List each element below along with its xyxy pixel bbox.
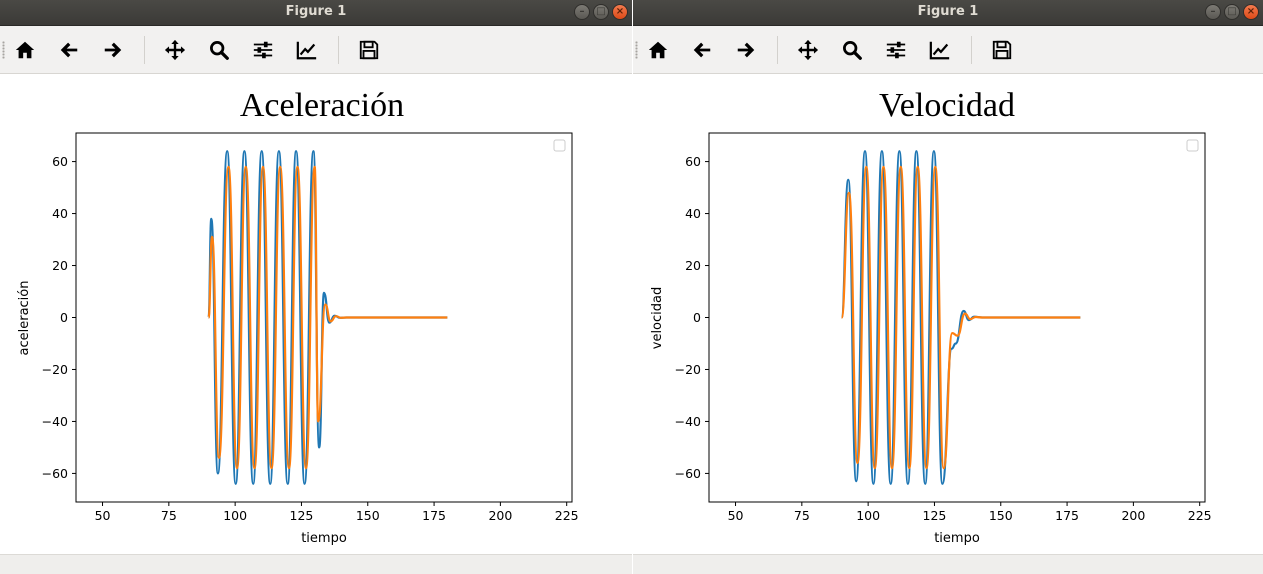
status-bar	[0, 554, 632, 574]
y-axis-label: aceleración	[17, 281, 32, 356]
y-tick-label: −20	[42, 362, 68, 377]
y-tick-label: 40	[685, 206, 701, 221]
y-tick-label: 0	[693, 310, 701, 325]
y-tick-label: 60	[685, 154, 701, 169]
configure-subplots-icon[interactable]	[250, 37, 276, 63]
maximize-button[interactable]: □	[1224, 4, 1240, 20]
x-tick-label: 225	[1188, 508, 1212, 523]
y-tick-label: −60	[675, 466, 701, 481]
plot-lines	[207, 150, 448, 485]
toolbar-separator	[971, 36, 972, 64]
series-line-1	[840, 150, 1081, 485]
x-axis-label: tiempo	[934, 531, 980, 546]
y-tick-label: 0	[60, 310, 68, 325]
configure-subplots-icon[interactable]	[883, 37, 909, 63]
title-bar[interactable]: Figure 1 – □ ×	[0, 0, 632, 26]
zoom-icon[interactable]	[206, 37, 232, 63]
plot-canvas[interactable]: Velocidad 50 75 100 125 150 175 200 225−60−40−2…	[633, 74, 1263, 555]
close-button[interactable]: ×	[612, 4, 628, 20]
zoom-icon[interactable]	[839, 37, 865, 63]
close-button[interactable]: ×	[1243, 4, 1259, 20]
y-tick-label: 60	[52, 154, 68, 169]
x-tick-label: 200	[488, 508, 512, 523]
x-tick-label: 100	[223, 508, 247, 523]
series-line-2	[840, 165, 1081, 470]
axis-ticks: 50 75 100 125 150 175 200 225 −60 −40 −20 0 20 40 60	[42, 154, 579, 523]
plot-axes	[708, 132, 1206, 503]
y-tick-label: −40	[675, 414, 701, 429]
forward-icon[interactable]	[100, 37, 126, 63]
x-tick-label: 200	[1121, 508, 1145, 523]
toolbar	[0, 26, 632, 74]
home-icon[interactable]	[12, 37, 38, 63]
figure-window-left: Figure 1 – □ × Aceleración 50 7	[0, 0, 632, 574]
legend-box	[1186, 139, 1199, 152]
back-icon[interactable]	[56, 37, 82, 63]
status-bar	[633, 554, 1263, 574]
toolbar-separator	[777, 36, 778, 64]
window-title: Figure 1	[917, 4, 979, 19]
axis-ticks: 50 75 100 125 150 175 200 225 −60 −40 −20 0 20 40 60	[675, 154, 1212, 523]
pan-icon[interactable]	[795, 37, 821, 63]
y-tick-label: 20	[685, 258, 701, 273]
x-tick-label: 150	[989, 508, 1013, 523]
minimize-button[interactable]: –	[574, 4, 590, 20]
x-tick-label: 150	[356, 508, 380, 523]
x-tick-label: 175	[1055, 508, 1079, 523]
x-axis-label: tiempo	[301, 531, 347, 546]
maximize-button[interactable]: □	[593, 4, 609, 20]
plot-title: Aceleración	[240, 87, 404, 124]
x-tick-label: 50	[728, 508, 744, 523]
home-icon[interactable]	[645, 37, 671, 63]
pan-icon[interactable]	[162, 37, 188, 63]
x-tick-label: 75	[161, 508, 177, 523]
toolbar-separator	[338, 36, 339, 64]
plot-lines	[840, 150, 1081, 485]
x-tick-label: 125	[923, 508, 947, 523]
toolbar	[633, 26, 1263, 74]
x-tick-label: 50	[95, 508, 111, 523]
x-tick-label: 225	[555, 508, 579, 523]
x-tick-label: 125	[290, 508, 314, 523]
figure-window-right: Figure 1 – □ × Velocidad 50 75 1	[633, 0, 1263, 574]
y-axis-label: velocidad	[650, 287, 665, 350]
window-title: Figure 1	[285, 4, 347, 19]
y-tick-label: 20	[52, 258, 68, 273]
save-icon[interactable]	[356, 37, 382, 63]
plot-canvas[interactable]: Aceleración 50 75 100 125 150 175 200 225−60−40…	[0, 74, 632, 555]
x-tick-label: 75	[794, 508, 810, 523]
toolbar-grip[interactable]	[2, 41, 5, 59]
edit-axis-icon[interactable]	[294, 37, 320, 63]
minimize-button[interactable]: –	[1205, 4, 1221, 20]
back-icon[interactable]	[689, 37, 715, 63]
edit-axis-icon[interactable]	[927, 37, 953, 63]
x-tick-label: 100	[856, 508, 880, 523]
y-tick-label: −40	[42, 414, 68, 429]
legend-box	[553, 139, 566, 152]
plot-title: Velocidad	[879, 87, 1015, 124]
toolbar-grip[interactable]	[635, 41, 638, 59]
forward-icon[interactable]	[733, 37, 759, 63]
series-line-2	[207, 165, 448, 470]
y-tick-label: −60	[42, 466, 68, 481]
save-icon[interactable]	[989, 37, 1015, 63]
toolbar-separator	[144, 36, 145, 64]
x-tick-label: 175	[422, 508, 446, 523]
y-tick-label: −20	[675, 362, 701, 377]
title-bar[interactable]: Figure 1 – □ ×	[633, 0, 1263, 26]
y-tick-label: 40	[52, 206, 68, 221]
